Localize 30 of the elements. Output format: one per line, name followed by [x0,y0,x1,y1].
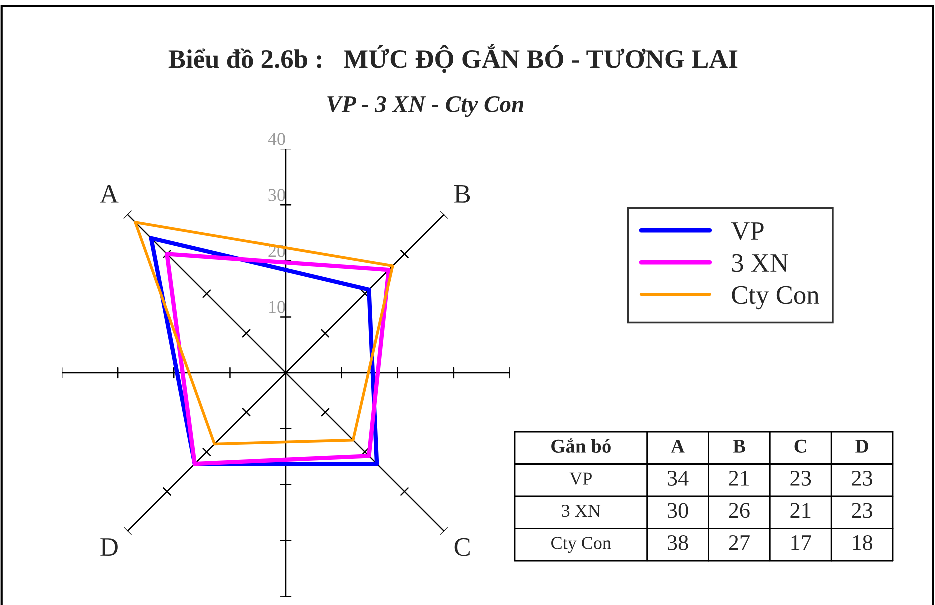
category-label: A [671,440,685,453]
category-label: B [733,440,746,453]
data-label: 34 [668,471,689,486]
spoke-label: A [100,185,119,203]
spoke-label: D [100,538,118,556]
text: 3 XN [562,505,601,518]
data-label: 23 [790,471,812,486]
category-label: D [856,440,868,453]
legend-label: VP [731,222,764,240]
data-label: 21 [729,471,750,486]
data-label: 23 [852,503,873,518]
text: Cty Con [552,537,612,554]
data-label: 26 [729,503,750,518]
legend-label: 3 XN [732,254,788,272]
category-label: C [794,440,806,453]
text: VP [570,472,592,485]
data-label: 27 [729,536,750,550]
data-label: 30 [668,503,688,518]
legend-title: Gắn bó [552,438,611,453]
data-label: 23 [852,471,873,486]
data-label: 38 [668,535,688,550]
data-label: 17 [792,536,812,550]
chart-subtitle: VP - 3 XN - Cty Con [328,96,524,118]
spoke-label: B [454,186,470,203]
data-label: 18 [853,535,873,550]
data-label: 21 [790,503,811,518]
y-tick-label: 40 [268,133,286,146]
spoke-label: C [454,538,470,556]
legend-label: Cty Con [732,286,820,310]
chart-title: Biểu đồ 2.6b : MỨC ĐỘ GẮN BÓ - TƯƠNG LAI [168,44,738,74]
